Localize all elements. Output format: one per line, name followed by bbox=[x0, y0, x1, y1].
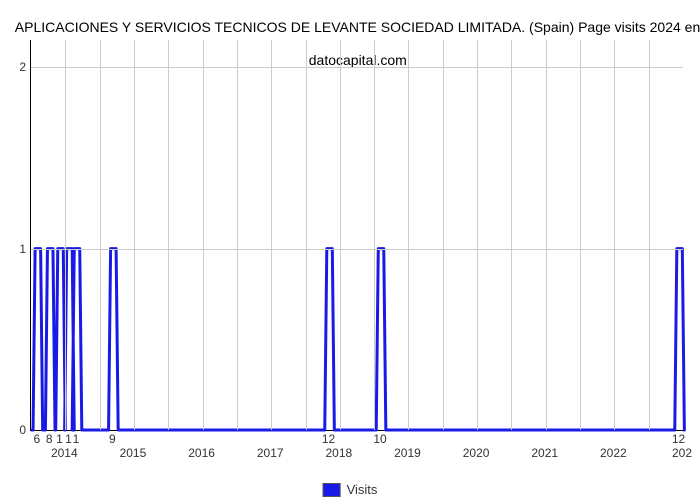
y-tick-label: 1 bbox=[6, 242, 26, 256]
x-minor-tick-label: 9 bbox=[109, 432, 116, 446]
vgridline bbox=[237, 40, 238, 430]
x-minor-tick-label: 1 bbox=[65, 432, 72, 446]
hgridline bbox=[31, 67, 683, 68]
legend: Visits bbox=[323, 482, 378, 497]
series-line bbox=[31, 40, 683, 430]
vgridline bbox=[134, 40, 135, 430]
x-minor-tick-label: 1 bbox=[56, 432, 63, 446]
vgridline bbox=[65, 40, 66, 430]
legend-label: Visits bbox=[347, 482, 378, 497]
x-minor-tick-label: 8 bbox=[46, 432, 53, 446]
vgridline bbox=[511, 40, 512, 430]
vgridline bbox=[649, 40, 650, 430]
x-major-tick-label: 2019 bbox=[394, 446, 421, 460]
vgridline bbox=[374, 40, 375, 430]
vgridline bbox=[477, 40, 478, 430]
x-minor-tick-label: 6 bbox=[34, 432, 41, 446]
vgridline bbox=[271, 40, 272, 430]
vgridline bbox=[443, 40, 444, 430]
x-major-tick-label: 2021 bbox=[531, 446, 558, 460]
vgridline bbox=[100, 40, 101, 430]
vgridline bbox=[203, 40, 204, 430]
vgridline bbox=[340, 40, 341, 430]
x-major-tick-label: 2017 bbox=[257, 446, 284, 460]
x-major-tick-label: 2018 bbox=[325, 446, 352, 460]
vgridline bbox=[614, 40, 615, 430]
y-tick-label: 0 bbox=[6, 423, 26, 437]
x-major-tick-label: 202 bbox=[672, 446, 692, 460]
vgridline bbox=[168, 40, 169, 430]
x-major-tick-label: 2020 bbox=[463, 446, 490, 460]
vgridline bbox=[546, 40, 547, 430]
x-major-tick-label: 2016 bbox=[188, 446, 215, 460]
x-major-tick-label: 2022 bbox=[600, 446, 627, 460]
chart-title-line1: APLICACIONES Y SERVICIOS TECNICOS DE LEV… bbox=[15, 19, 700, 35]
x-minor-tick-label: 1 bbox=[73, 432, 80, 446]
x-minor-tick-label: 12 bbox=[672, 432, 685, 446]
vgridline bbox=[306, 40, 307, 430]
vgridline bbox=[580, 40, 581, 430]
chart-root: APLICACIONES Y SERVICIOS TECNICOS DE LEV… bbox=[0, 0, 700, 500]
legend-swatch bbox=[323, 483, 341, 497]
vgridline bbox=[408, 40, 409, 430]
hgridline bbox=[31, 249, 683, 250]
y-tick-label: 2 bbox=[6, 60, 26, 74]
x-minor-tick-label: 12 bbox=[322, 432, 335, 446]
plot-area bbox=[30, 40, 683, 431]
x-major-tick-label: 2015 bbox=[120, 446, 147, 460]
x-minor-tick-label: 10 bbox=[373, 432, 386, 446]
x-major-tick-label: 2014 bbox=[51, 446, 78, 460]
